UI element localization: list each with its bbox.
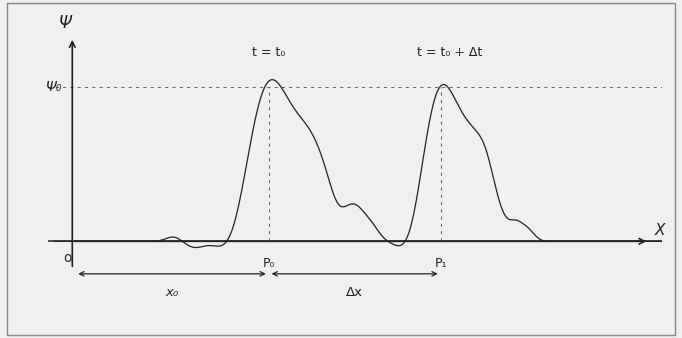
Text: Ψ₀: Ψ₀ [45, 79, 61, 94]
Text: P₀: P₀ [263, 257, 275, 270]
Text: Δx: Δx [346, 286, 363, 299]
Text: t = t₀: t = t₀ [252, 46, 285, 59]
Text: x₀: x₀ [166, 286, 179, 299]
Text: P₁: P₁ [434, 257, 447, 270]
Text: X: X [654, 223, 665, 238]
Text: o: o [63, 250, 72, 265]
Text: t = t₀ + Δt: t = t₀ + Δt [417, 46, 482, 59]
Text: Ψ: Ψ [59, 15, 72, 32]
